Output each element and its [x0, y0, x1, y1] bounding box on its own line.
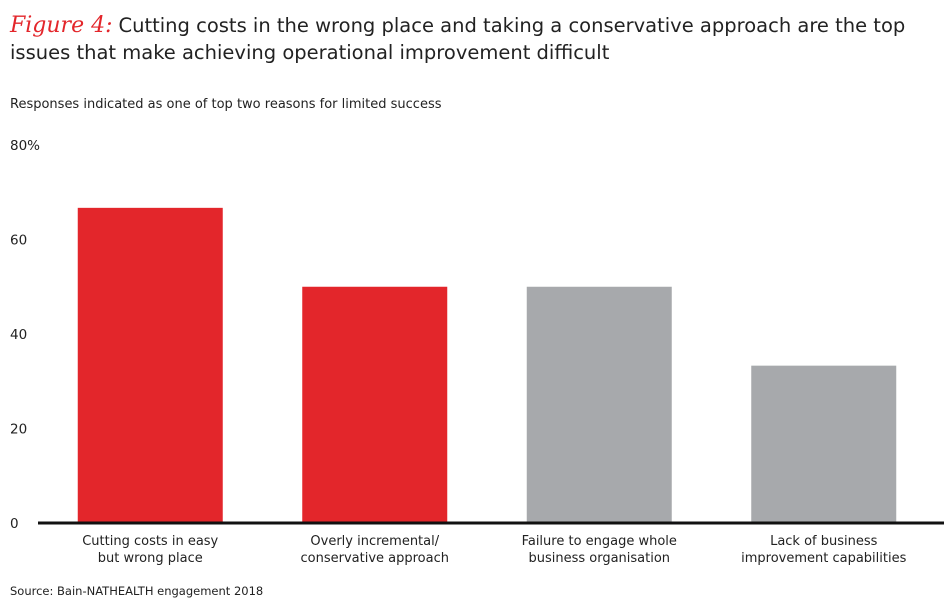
x-tick-label: Cutting costs in easy but wrong place	[82, 534, 218, 566]
figure-title: Figure 4: Cutting costs in the wrong plac…	[10, 12, 940, 66]
bar	[77, 207, 223, 523]
bar	[526, 286, 672, 523]
y-tick-label: 20	[10, 422, 27, 438]
x-tick-label: Failure to engage whole business organisa…	[522, 534, 677, 566]
y-tick-label: 60	[10, 233, 27, 249]
figure-label: Figure 4:	[10, 13, 113, 38]
figure-title-text: Cutting costs in the wrong place and tak…	[10, 14, 906, 64]
x-tick-label: Lack of business improvement capabilities	[741, 534, 906, 566]
bar	[302, 286, 448, 523]
x-tick-label: Overly incremental/conservative approach	[301, 534, 449, 566]
y-tick-label: 0	[10, 516, 19, 532]
y-tick-label: 80%	[10, 138, 40, 154]
chart-subtitle: Responses indicated as one of top two re…	[10, 97, 442, 112]
bar	[751, 365, 897, 523]
y-tick-label: 40	[10, 327, 27, 343]
source-note: Source: Bain-NATHEALTH engagement 2018	[10, 584, 264, 598]
